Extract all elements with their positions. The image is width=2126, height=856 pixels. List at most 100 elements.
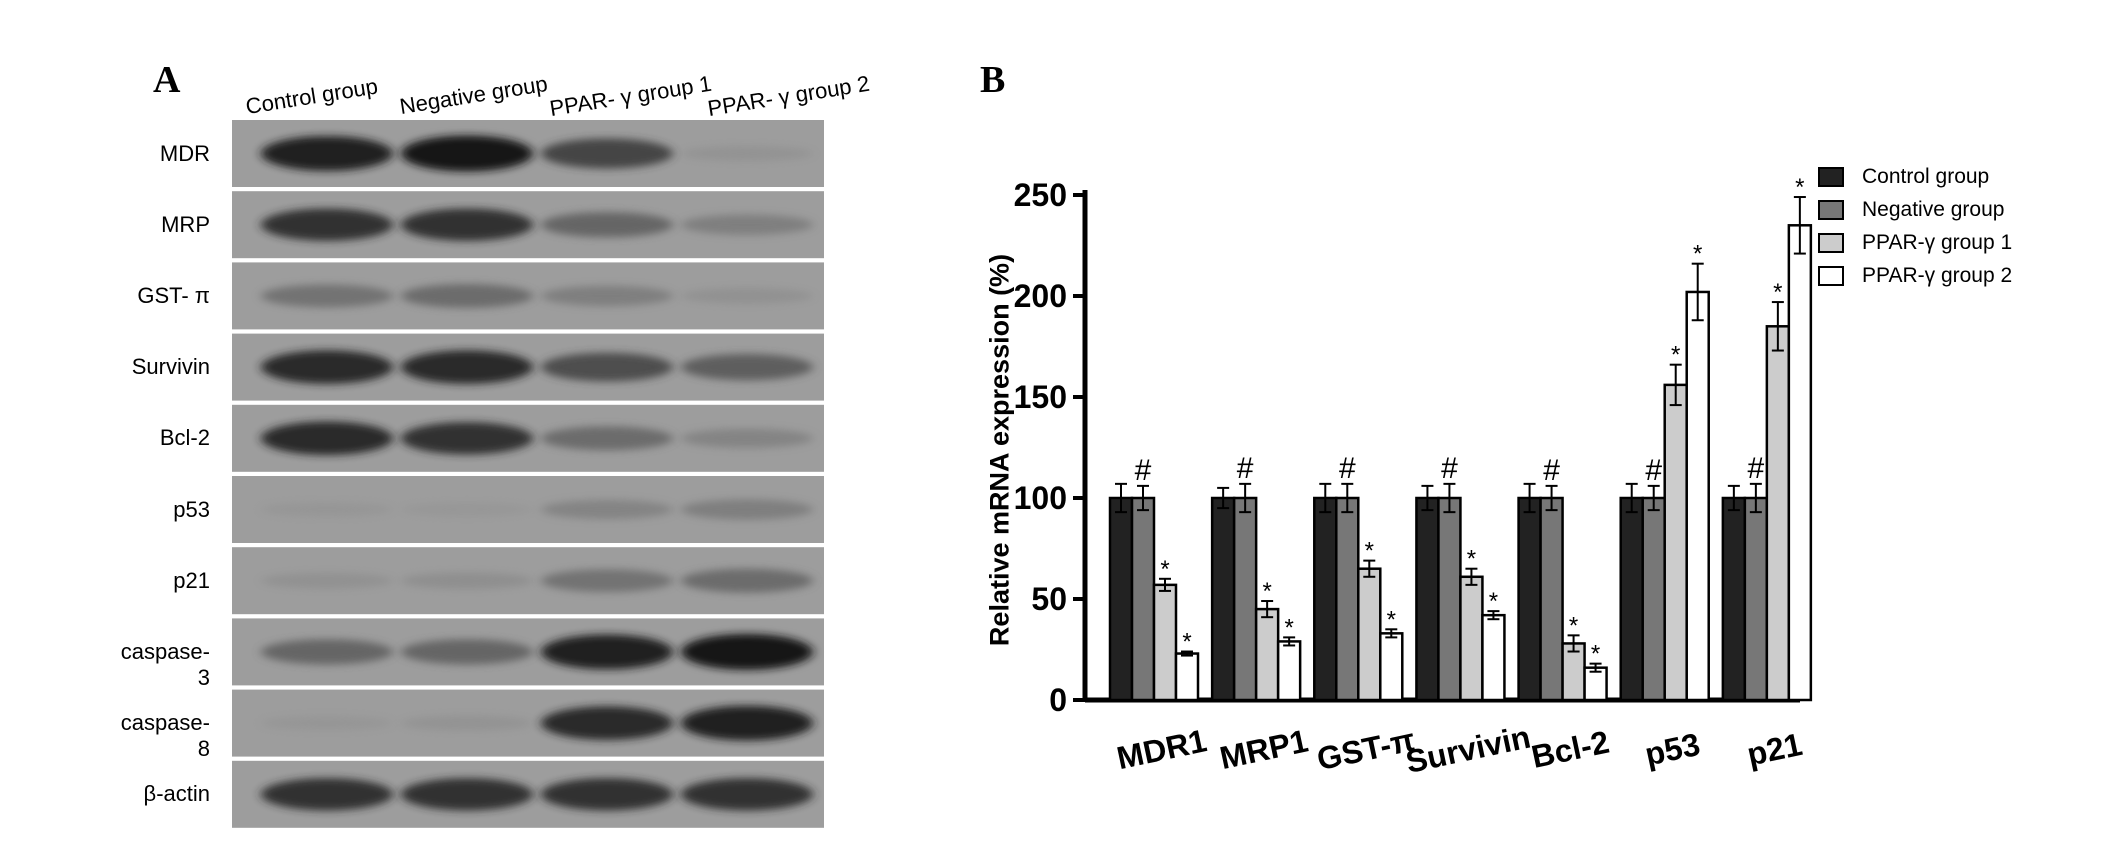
error-bar	[1385, 628, 1398, 639]
blot-band	[681, 778, 813, 811]
blot-row-label: caspase-8	[120, 710, 210, 762]
bar	[1663, 383, 1688, 702]
legend-item: Negative group	[1818, 193, 2012, 226]
legend-item: PPAR-γ group 2	[1818, 259, 2012, 292]
bar	[1641, 496, 1666, 702]
blot-row-label: GST- π	[137, 282, 210, 308]
blot-strip	[232, 689, 824, 757]
blot-column-header: Control group	[243, 73, 380, 120]
blot-band	[261, 572, 393, 589]
error-bar	[1137, 484, 1149, 512]
y-tick-label: 150	[1014, 379, 1067, 415]
blot-band	[261, 502, 393, 517]
blot-band	[541, 706, 673, 740]
blot-band	[541, 285, 673, 307]
asterisk-annotation: *	[1773, 279, 1782, 306]
legend-item: Control group	[1818, 160, 2012, 193]
bar	[1787, 224, 1813, 702]
error-bar	[1443, 482, 1456, 514]
bar	[1415, 496, 1440, 702]
hash-annotation: #	[1339, 452, 1356, 485]
blot-strip	[232, 618, 824, 686]
y-axis-title: Relative mRNA expression (%)	[984, 253, 1015, 647]
error-bar	[1567, 634, 1580, 653]
bar	[1357, 567, 1382, 702]
blot-band	[261, 284, 393, 308]
bar	[1254, 607, 1280, 702]
blot-strip	[232, 404, 824, 472]
x-tick-label: MDR1	[1114, 722, 1210, 776]
blot-row-label: MRP	[161, 211, 210, 237]
blot-band	[541, 212, 673, 238]
blot-row-label: MDR	[159, 140, 210, 166]
x-tick-label: GST-π	[1314, 721, 1418, 777]
blot-band	[681, 428, 813, 448]
bar	[1232, 496, 1258, 702]
error-bar	[1421, 484, 1434, 512]
error-bar	[1647, 484, 1660, 512]
blot-band	[401, 283, 533, 308]
blot-band	[541, 499, 673, 520]
bar	[1539, 496, 1564, 702]
error-bar	[1691, 262, 1704, 322]
blot-band	[401, 208, 533, 241]
hash-annotation: #	[1135, 454, 1152, 487]
x-tick-label: Survivin	[1403, 719, 1534, 780]
blot-band	[401, 502, 533, 517]
blot-band	[681, 288, 813, 304]
blot-band	[401, 778, 533, 811]
blot-row-label: Bcl-2	[159, 425, 210, 451]
blot-band	[401, 639, 533, 665]
legend-swatch	[1818, 199, 1844, 220]
blot-strip	[232, 120, 824, 187]
legend-label: Negative group	[1862, 197, 2005, 221]
x-tick-label: MRP1	[1217, 722, 1311, 776]
asterisk-annotation: *	[1182, 629, 1191, 656]
error-bar	[1727, 484, 1740, 512]
blot-column-header: PPAR- γ group 1	[547, 70, 714, 122]
western-blot	[232, 120, 824, 828]
error-bar	[1363, 559, 1376, 578]
legend-swatch	[1818, 232, 1844, 253]
x-tick-label: p53	[1642, 726, 1703, 773]
panel-a-letter: A	[153, 59, 181, 101]
blot-band	[681, 705, 813, 741]
blot-band	[541, 426, 673, 451]
y-tick-label: 200	[1014, 278, 1067, 314]
asterisk-annotation: *	[1284, 614, 1293, 641]
chart-legend: Control group Negative group PPAR-γ group …	[1818, 160, 2012, 292]
blot-band	[401, 572, 533, 589]
blot-band	[261, 136, 393, 171]
error-bar	[1261, 600, 1274, 619]
asterisk-annotation: *	[1467, 546, 1476, 573]
bar	[1130, 496, 1156, 702]
blot-band	[681, 214, 813, 235]
hash-annotation: #	[1645, 454, 1662, 487]
bar	[1379, 632, 1404, 702]
y-tick-label: 0	[1049, 682, 1067, 718]
blot-row-label: Survivin	[131, 354, 210, 380]
error-bar	[1625, 482, 1638, 514]
error-bar	[1487, 610, 1500, 621]
asterisk-annotation: *	[1795, 174, 1804, 201]
blot-band	[261, 421, 393, 456]
blot-band	[401, 135, 533, 172]
error-bar	[1115, 482, 1127, 514]
error-bar	[1523, 482, 1536, 514]
error-bar	[1749, 482, 1762, 514]
hash-annotation: #	[1543, 454, 1560, 487]
bar	[1481, 613, 1506, 702]
error-bar	[1181, 650, 1193, 657]
blot-strip	[232, 333, 824, 401]
blot-strip	[232, 547, 824, 615]
blot-band	[261, 639, 393, 665]
blot-band	[541, 352, 673, 382]
blot-band	[541, 778, 673, 811]
bar	[1765, 325, 1791, 702]
y-tick-label: 250	[1014, 177, 1067, 213]
blot-strip	[232, 191, 824, 259]
hash-annotation: #	[1237, 452, 1254, 485]
asterisk-annotation: *	[1671, 342, 1680, 369]
blot-band	[401, 422, 533, 455]
error-bar	[1669, 363, 1682, 407]
